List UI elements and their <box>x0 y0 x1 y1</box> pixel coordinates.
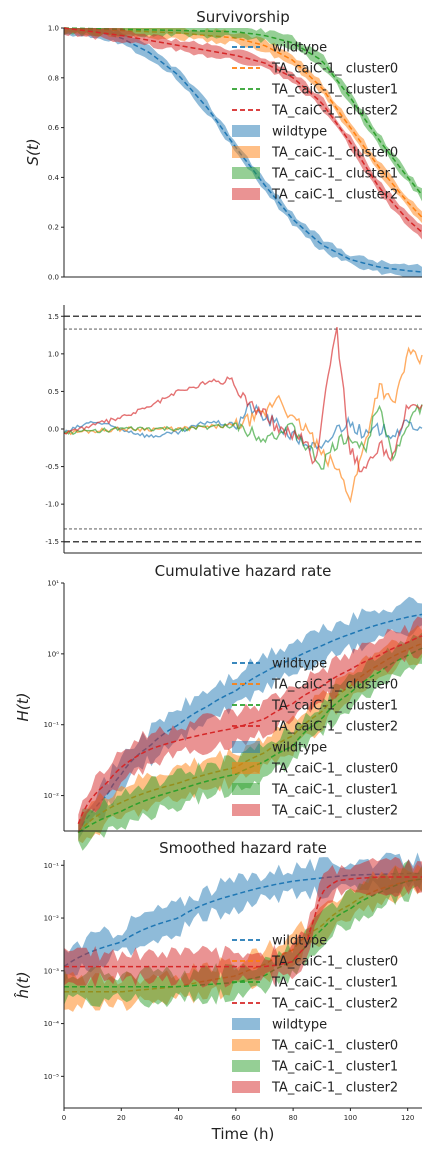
y-tick-label: 10⁻⁵ <box>44 1073 60 1081</box>
legend-patch-cluster2 <box>232 1081 260 1093</box>
legend-label: TA_caiC-1_ cluster0 <box>271 762 398 777</box>
residual-line-cluster0 <box>63 346 423 504</box>
fit-line-cluster1 <box>64 878 423 988</box>
y-tick-label: 10⁻¹ <box>44 862 60 870</box>
legend-label: wildtype <box>272 1018 327 1033</box>
y-tick-label: -1.0 <box>45 501 59 509</box>
y-tick-label: 10⁻² <box>44 915 60 923</box>
y-tick-label: 0.6 <box>48 124 60 132</box>
y-tick-label: 0.0 <box>48 426 59 434</box>
y-tick-label: -1.5 <box>45 538 59 546</box>
y-tick-label: 1.0 <box>48 25 59 33</box>
smoothed-hazard-title: Smoothed hazard rate <box>159 839 327 857</box>
legend-label: TA_caiC-1_ cluster1 <box>271 699 398 714</box>
legend-label: TA_caiC-1_ cluster1 <box>271 1060 398 1075</box>
y-tick-label: 10⁻³ <box>44 967 60 975</box>
residual-line-cluster2 <box>63 327 423 473</box>
fit-line-wildtype <box>77 613 423 833</box>
fit-line-cluster2 <box>63 27 423 233</box>
survivorship-title: Survivorship <box>196 8 289 26</box>
y-tick-label: 0.5 <box>48 388 59 396</box>
residual-panel: -1.5 -1.0 -0.5 0.0 0.5 1.0 1.5 <box>45 305 423 554</box>
legend-label: TA_caiC-1_ cluster0 <box>271 146 398 161</box>
cumulative-hazard-ylabel: H(t) <box>14 693 32 722</box>
confidence-band-wildtype <box>78 596 423 841</box>
legend-label: TA_caiC-1_ cluster2 <box>271 720 398 735</box>
y-tick-label: 0.0 <box>48 274 59 282</box>
legend-label: TA_caiC-1_ cluster1 <box>271 83 398 98</box>
legend-patch-wildtype <box>232 741 260 753</box>
y-tick-label: 0.4 <box>48 174 60 182</box>
legend-patch-cluster2 <box>232 188 260 200</box>
legend-label: wildtype <box>272 125 327 140</box>
legend-label: TA_caiC-1_ cluster2 <box>271 188 398 203</box>
legend-label: TA_caiC-1_ cluster0 <box>271 62 398 77</box>
legend-patch-cluster0 <box>232 1039 260 1051</box>
legend-label: TA_caiC-1_ cluster1 <box>271 167 398 182</box>
cumulative-hazard-title: Cumulative hazard rate <box>155 562 332 580</box>
legend-label: wildtype <box>272 41 327 56</box>
cumulative-hazard-panel: Cumulative hazard rate H(t) 10⁻² 10⁻¹ 10⁰ 1… <box>14 562 423 851</box>
legend-patch-wildtype <box>232 125 260 137</box>
y-tick-label: 1.5 <box>48 313 59 321</box>
y-tick-label: 10⁰ <box>47 650 59 658</box>
legend-label: wildtype <box>272 657 327 672</box>
legend-patch-cluster0 <box>232 146 260 158</box>
legend-label: TA_caiC-1_ cluster0 <box>271 1039 398 1054</box>
legend-label: TA_caiC-1_ cluster1 <box>271 976 398 991</box>
fit-line-cluster2 <box>64 876 422 968</box>
legend-label: wildtype <box>272 741 327 756</box>
smoothed-hazard-ylabel: ĥ(t) <box>13 971 32 998</box>
fit-line-wildtype <box>63 27 423 273</box>
x-tick-label: 60 <box>231 1114 240 1122</box>
y-tick-label: 0.8 <box>48 74 59 82</box>
y-tick-label: 10¹ <box>47 580 59 588</box>
residual-line-wildtype <box>63 402 423 452</box>
legend-label: TA_caiC-1_ cluster0 <box>271 678 398 693</box>
legend-patch-cluster1 <box>232 167 260 179</box>
x-tick-label: 20 <box>117 1114 126 1122</box>
legend-label: TA_caiC-1_ cluster1 <box>271 783 398 798</box>
confidence-band-cluster2 <box>78 616 423 833</box>
fit-line-cluster2 <box>77 635 423 825</box>
legend-patch-wildtype <box>232 1018 260 1030</box>
y-tick-label: 1.0 <box>48 350 59 358</box>
smoothed-hazard-panel: Smoothed hazard rate ĥ(t) 10⁻⁵ 10⁻⁴ 10⁻³ 10… <box>13 839 423 1122</box>
confidence-band-cluster0 <box>64 28 422 224</box>
survivorship-panel: Survivorship S(t) 0.0 0.2 0.4 0.6 0.8 1.0 wild… <box>24 8 423 282</box>
legend-patch-cluster1 <box>232 1060 260 1072</box>
confidence-band-cluster2 <box>64 856 422 988</box>
x-tick-label: 120 <box>401 1114 414 1122</box>
y-tick-label: -0.5 <box>45 463 59 471</box>
legend-label: wildtype <box>272 934 327 949</box>
legend-patch-cluster2 <box>232 804 260 816</box>
legend-label: TA_caiC-1_ cluster2 <box>271 997 398 1012</box>
y-tick-label: 10⁻² <box>44 792 60 800</box>
y-tick-label: 10⁻⁴ <box>44 1020 60 1028</box>
legend-label: TA_caiC-1_ cluster2 <box>271 104 398 119</box>
residual-line-cluster1 <box>63 403 423 470</box>
confidence-band-cluster1 <box>64 28 422 202</box>
y-tick-label: 0.2 <box>48 224 59 232</box>
y-tick-label: 10⁻¹ <box>44 721 60 729</box>
survivorship-ylabel: S(t) <box>24 138 42 165</box>
x-axis-label: Time (h) <box>211 1125 275 1143</box>
legend-label: TA_caiC-1_ cluster2 <box>271 1081 398 1096</box>
legend-patch-cluster0 <box>232 762 260 774</box>
legend-label: TA_caiC-1_ cluster2 <box>271 804 398 819</box>
legend-patch-cluster1 <box>232 783 260 795</box>
x-tick-label: 100 <box>344 1114 357 1122</box>
x-tick-label: 80 <box>289 1114 298 1122</box>
x-tick-label: 40 <box>174 1114 183 1122</box>
x-tick-label: 0 <box>62 1114 66 1122</box>
legend-label: TA_caiC-1_ cluster0 <box>271 955 398 970</box>
